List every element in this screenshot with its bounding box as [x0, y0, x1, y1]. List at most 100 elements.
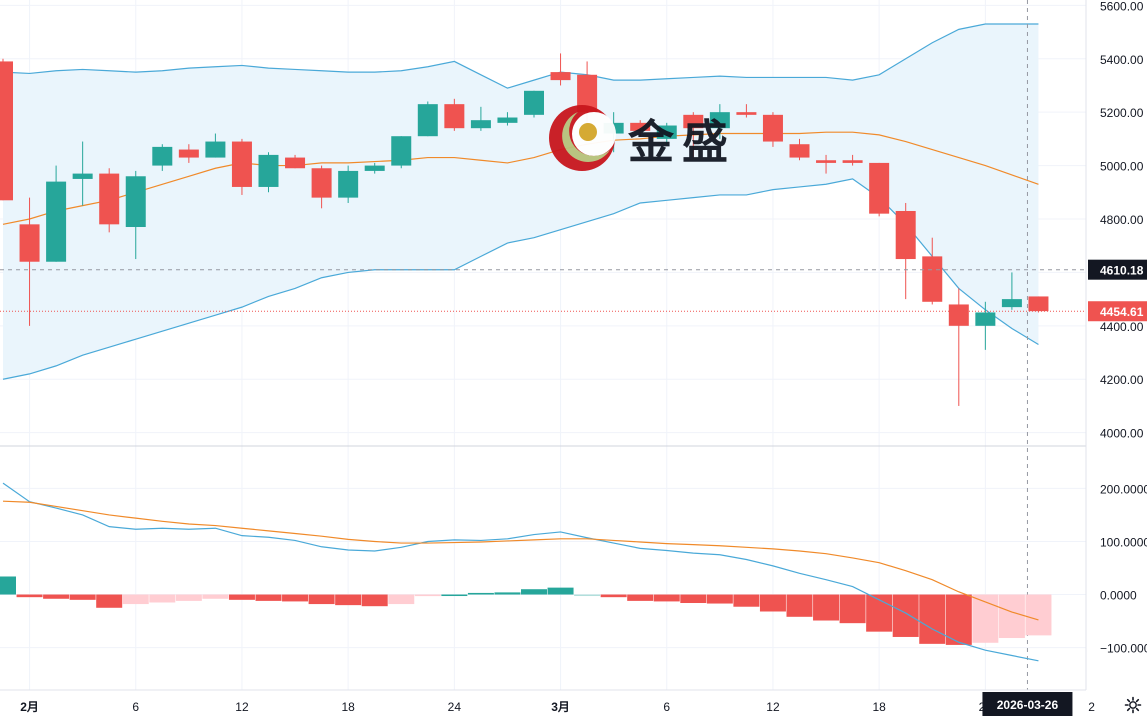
macd-tick-label: 100.0000: [1100, 535, 1147, 549]
last-price-label: 4454.61: [1100, 305, 1144, 319]
candle-body: [391, 136, 412, 166]
candle: [683, 112, 704, 158]
candle-body: [656, 125, 677, 139]
candle: [125, 170, 146, 260]
price-tick-label: 5400.00: [1100, 53, 1144, 67]
candle-body: [364, 165, 385, 171]
time-tick-label: 6: [663, 700, 670, 714]
macd-histogram-bar: [388, 594, 415, 605]
price-tick-label: 5000.00: [1100, 160, 1144, 174]
candle: [470, 106, 491, 131]
candle: [1028, 296, 1049, 313]
settings-gear-icon[interactable]: [1122, 694, 1144, 716]
crosshair-date-tag: [982, 692, 1073, 716]
candle: [391, 136, 412, 169]
candle-body: [630, 122, 651, 131]
candles: [0, 53, 1049, 406]
macd-histogram-bar: [839, 594, 866, 624]
macd-tick-label: 200.0000: [1100, 482, 1147, 496]
macd-histogram-bar: [759, 594, 786, 612]
watermark-logo: 金盛: [549, 105, 736, 171]
candle: [762, 112, 783, 147]
macd-histogram-bar: [627, 594, 654, 601]
candle: [948, 288, 969, 406]
candle-body: [72, 173, 93, 179]
candle-body: [231, 141, 252, 187]
macd-histogram-bar: [1025, 594, 1052, 636]
macd-histogram-bar: [574, 594, 601, 597]
candle: [205, 133, 226, 158]
candle-body: [444, 104, 465, 129]
candle-body: [869, 162, 890, 214]
price-tick-label: 5600.00: [1100, 0, 1144, 13]
candle-body: [205, 141, 226, 158]
candle: [258, 152, 279, 193]
time-tick-label: 6: [132, 700, 139, 714]
candle: [497, 112, 518, 126]
macd-histogram-bar: [228, 594, 255, 600]
time-tick-label: 12: [766, 700, 780, 714]
candle-body: [736, 112, 757, 115]
candle: [524, 90, 544, 118]
candle-body: [258, 154, 279, 187]
candle-body: [524, 90, 544, 115]
candle: [0, 58, 13, 201]
candle: [709, 104, 730, 139]
macd-histogram-bar: [919, 594, 946, 644]
time-tick-label: 2月: [20, 700, 39, 714]
macd-histogram-bar: [335, 594, 362, 606]
candle: [311, 165, 332, 209]
macd-histogram-bar: [175, 594, 202, 601]
macd-histogram-bar: [866, 594, 893, 632]
candle-body: [895, 210, 916, 260]
macd-signal-line: [2, 500, 1039, 621]
candle-body: [948, 304, 969, 326]
candle-body: [975, 312, 996, 326]
candle-body: [19, 224, 40, 262]
macd-histogram-bar: [282, 594, 309, 602]
candle: [444, 98, 465, 131]
macd-histogram-bar: [998, 594, 1025, 639]
candle-body: [577, 74, 598, 113]
macd-histogram-bar: [202, 594, 229, 599]
time-tick-label: 24: [448, 700, 462, 714]
macd-histogram-bar: [308, 594, 335, 605]
candle: [152, 144, 173, 171]
candle-body: [842, 160, 863, 163]
candle: [19, 197, 40, 326]
macd-histogram-bar: [892, 594, 919, 637]
macd-histogram-bar: [467, 592, 494, 595]
candle-body: [1001, 299, 1022, 308]
price-axis-bg: [1086, 0, 1147, 717]
macd-line: [2, 482, 1039, 662]
candle: [46, 165, 67, 262]
candle: [178, 144, 199, 163]
logo-gold-crescent: [562, 112, 610, 162]
candle: [417, 101, 438, 137]
candle-body: [178, 149, 199, 158]
candle: [736, 104, 757, 118]
macd-histogram-bar: [680, 594, 707, 604]
candle: [975, 301, 996, 350]
candle: [789, 138, 810, 161]
macd-histogram-bar: [149, 594, 176, 603]
candle-body: [99, 173, 120, 225]
time-tick-label: 12: [235, 700, 249, 714]
macd-histogram-bar: [521, 589, 547, 595]
watermark-text: 金盛: [627, 115, 736, 169]
macd-histogram-bar: [69, 594, 96, 600]
crosshair-date-label: 2026-03-26: [997, 698, 1059, 712]
candle: [364, 162, 385, 174]
time-axis: 2月61218243月612182422026-03-26: [0, 689, 1095, 716]
candle: [1001, 272, 1022, 310]
candle: [656, 122, 677, 145]
macd-histogram-bar: [43, 594, 70, 599]
candle-body: [338, 170, 359, 198]
macd-histogram: [0, 576, 1052, 645]
price-tick-label: 4000.00: [1100, 427, 1144, 441]
candle: [895, 202, 916, 300]
candle: [869, 162, 890, 217]
logo-gold-ball: [579, 123, 597, 141]
